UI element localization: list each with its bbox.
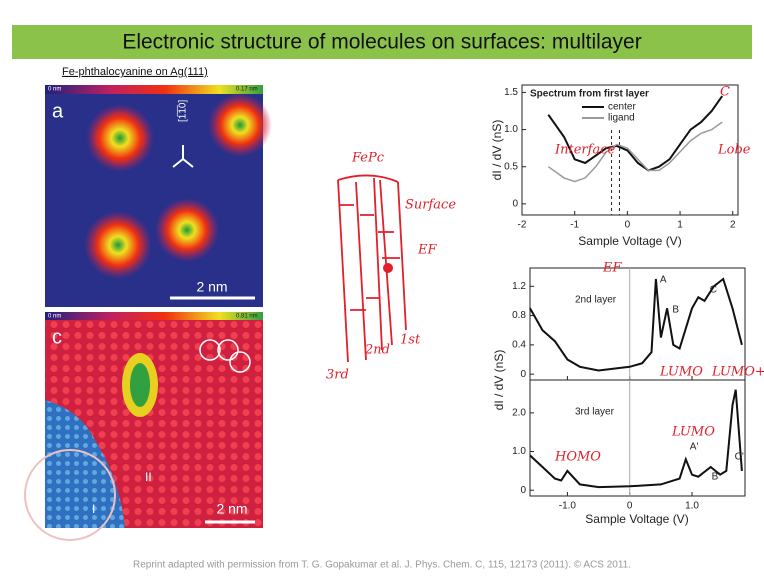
y-tick-label: 0 (520, 369, 526, 380)
slide-title: Electronic structure of molecules on sur… (122, 31, 641, 54)
y-tick-label: 1.0 (504, 124, 518, 135)
peak-label: A' (690, 442, 699, 453)
handwritten-note: HOMO (554, 450, 601, 465)
sketch-dot (383, 263, 393, 273)
x-tick-label: 1 (677, 220, 683, 231)
x-tick-label: 2 (730, 220, 736, 231)
molecule-highlight (130, 363, 150, 407)
subtitle: Fe-phthalocyanine on Ag(111) (62, 66, 208, 78)
plot-title: Spectrum from first layer (530, 89, 649, 100)
panel-label: 2nd layer (575, 295, 617, 306)
y-tick-label: 0.5 (504, 161, 518, 172)
peak-label: B (672, 305, 679, 316)
colorbar-min: 0 nm (48, 314, 61, 320)
sketch-label: Surface (405, 198, 456, 213)
handwritten-note: C (720, 85, 730, 100)
scale-label: 2 nm (196, 279, 227, 295)
colorbar (45, 312, 263, 320)
legend-label: center (608, 102, 636, 113)
footer-credit: Reprint adapted with permission from T. … (133, 560, 631, 571)
x-tick-label: 0 (627, 501, 633, 512)
slide: Electronic structure of molecules on sur… (0, 0, 764, 580)
y-tick-label: 0 (512, 198, 518, 209)
peak-label: C' (735, 452, 744, 463)
peak-label: C (710, 285, 717, 296)
sketch-label: 2nd (364, 343, 390, 358)
region-label: II (145, 470, 152, 484)
y-tick-label: 1.5 (504, 87, 518, 98)
scale-label: 2 nm (216, 501, 247, 517)
x-tick-label: -1 (570, 220, 579, 231)
y-tick-label: 0 (520, 485, 526, 496)
y-axis-label: dI / dV (nS) (492, 350, 506, 411)
image-c: c 0 nm 0.81 nm II I 2 nm (45, 312, 263, 528)
y-tick-label: 1.2 (512, 281, 526, 292)
x-tick-label: -2 (518, 220, 527, 231)
handwritten-note: LUMO+1 (711, 365, 764, 380)
direction: [1̅1̅0] (177, 100, 189, 122)
sketch-label: EF (417, 243, 437, 258)
y-axis-label: dI / dV (nS) (490, 120, 504, 181)
x-tick-label: 1.0 (685, 501, 699, 512)
x-axis-label: Sample Voltage (V) (578, 234, 681, 248)
panel-label: c (52, 326, 62, 348)
x-tick-label: -1.0 (559, 501, 577, 512)
y-tick-label: 0.4 (512, 340, 526, 351)
y-tick-label: 0.8 (512, 310, 526, 321)
handwritten-note: Lobe (717, 143, 751, 158)
peak-label: B' (712, 472, 721, 483)
colorbar (45, 85, 263, 94)
x-axis-label: Sample Voltage (V) (585, 512, 688, 526)
panel-label: 3rd layer (575, 407, 615, 418)
handwritten-note: LUMO (659, 365, 703, 380)
colorbar-max: 0.17 nm (236, 87, 258, 93)
peak-label: A (660, 275, 667, 286)
colorbar-min: 0 nm (48, 87, 61, 93)
region-label: I (92, 502, 95, 516)
legend-label: ligand (608, 113, 635, 124)
x-tick-label: 0 (625, 220, 631, 231)
sketch-label: 3rd (326, 368, 349, 383)
image-a: a 0 nm 0.17 nm [1̅1̅0] 2 nm (45, 85, 272, 307)
panel-label: a (52, 100, 64, 122)
colorbar-max: 0.81 nm (236, 314, 258, 320)
y-tick-label: 2.0 (512, 408, 526, 419)
sketch-label: FePc (351, 151, 385, 166)
handwritten-note: LUMO (671, 425, 715, 440)
page: {"header": {"title": "Electronic structu… (0, 0, 764, 580)
sketch-label: 1st (400, 333, 421, 348)
y-tick-label: 1.0 (512, 446, 526, 457)
handwritten-note: EF (602, 261, 622, 276)
handwritten-note: Interface (554, 143, 615, 158)
